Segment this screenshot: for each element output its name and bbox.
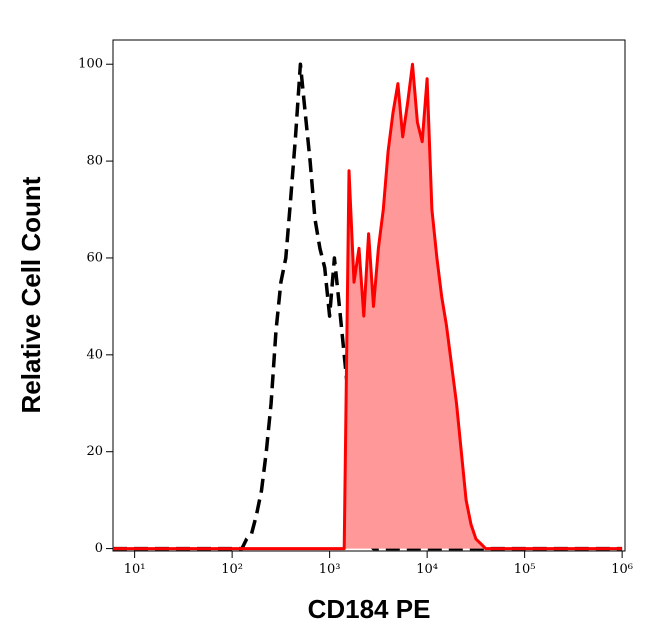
x-tick-label: 10⁴ — [416, 562, 438, 577]
x-tick-label: 10¹ — [124, 562, 146, 577]
plot-frame — [112, 39, 626, 552]
x-tick-label: 10⁵ — [514, 562, 536, 577]
y-tick-label: 100 — [78, 57, 103, 72]
y-tick-label: 40 — [86, 347, 103, 362]
area — [113, 64, 623, 549]
y-tick-label: 80 — [86, 154, 103, 169]
x-tick-label: 10² — [221, 562, 243, 577]
y-tick-label: 20 — [86, 444, 103, 459]
y-tick-label: 60 — [86, 250, 103, 265]
x-axis-title: CD184 PE — [308, 594, 431, 624]
line — [113, 62, 623, 551]
y-axis-title: Relative Cell Count — [16, 176, 46, 413]
x-tick-label: 10⁶ — [611, 562, 633, 577]
y-tick-label: 0 — [95, 541, 103, 556]
x-tick-label: 10³ — [319, 562, 341, 577]
